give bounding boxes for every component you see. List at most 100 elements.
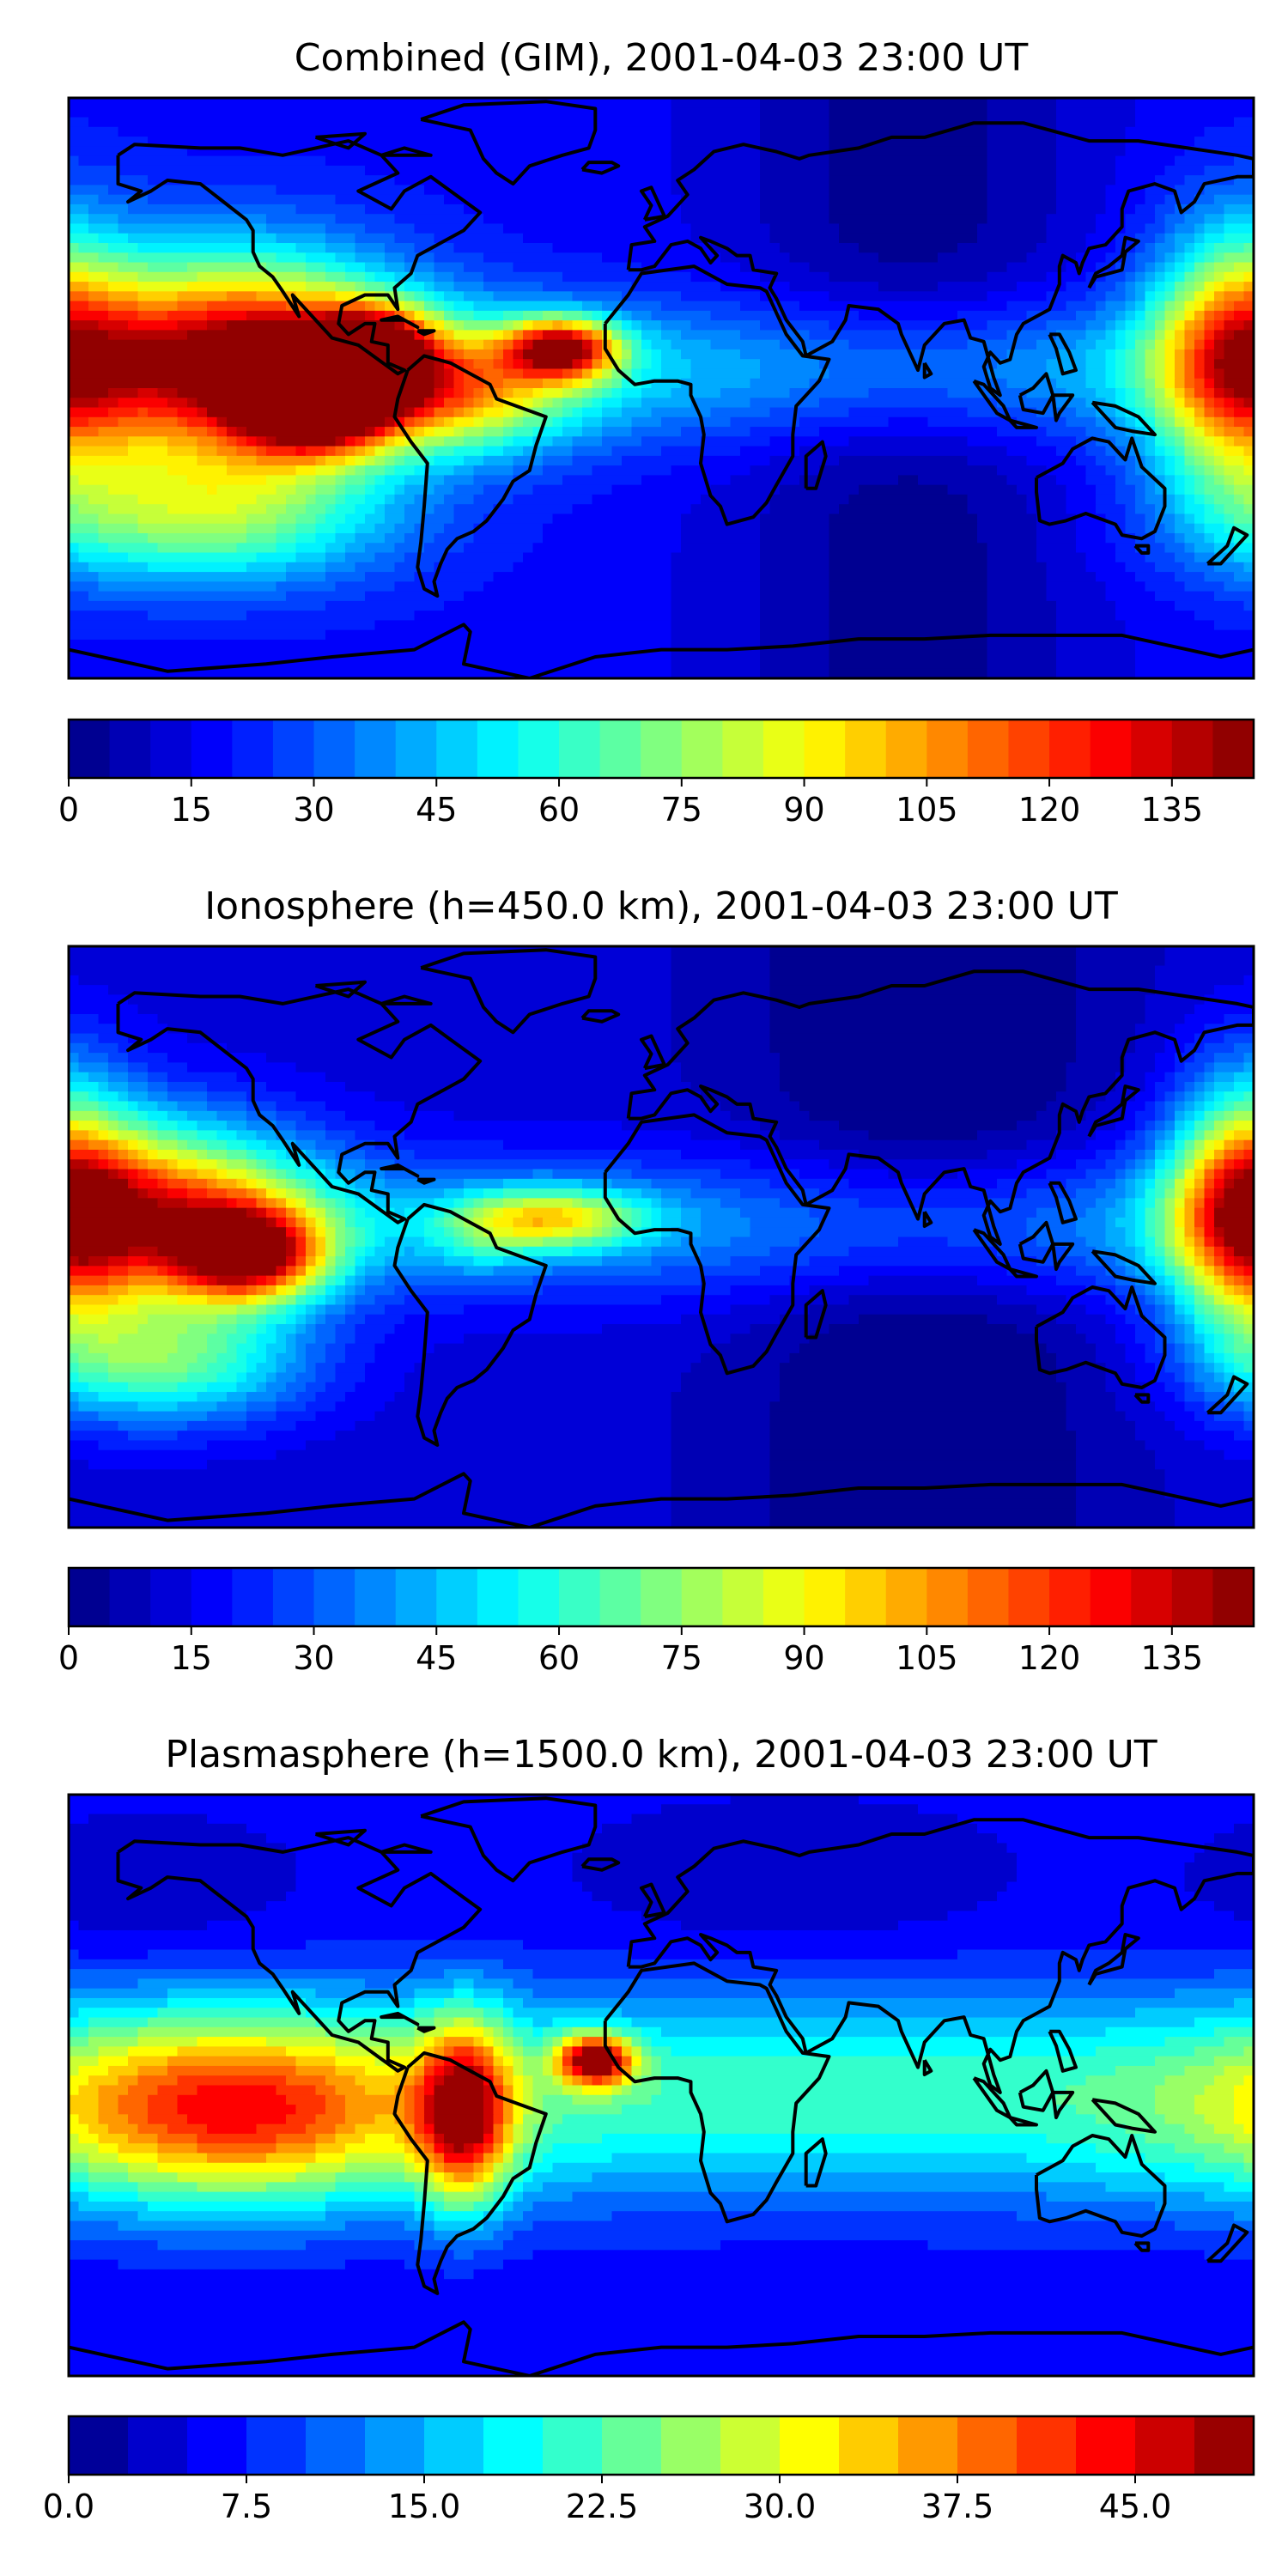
- field-cell: [177, 416, 188, 428]
- field-cell: [1184, 1363, 1195, 1374]
- field-cell: [523, 320, 534, 331]
- colorbar-segment: [518, 720, 560, 778]
- field-cell: [1243, 2162, 1254, 2173]
- field-cell: [1214, 1343, 1225, 1354]
- field-cell: [1115, 1217, 1136, 1228]
- field-cell: [1155, 204, 1176, 215]
- field-cell: [1204, 1062, 1215, 1073]
- coastline: [116, 987, 483, 1224]
- field-cell: [157, 2008, 307, 2019]
- field-cell: [760, 214, 830, 225]
- field-cell: [69, 1479, 672, 1490]
- field-cell: [453, 330, 495, 341]
- field-cell: [1135, 1169, 1146, 1180]
- field-cell: [1164, 223, 1176, 234]
- colorbar-segment: [69, 720, 111, 778]
- field-cell: [453, 1207, 465, 1218]
- field-cell: [681, 1236, 732, 1248]
- field-cell: [1175, 1217, 1186, 1228]
- field-cell: [1017, 1862, 1186, 1873]
- field-cell: [1214, 1901, 1254, 1911]
- field-cell: [177, 1256, 287, 1267]
- field-cell: [503, 407, 514, 418]
- field-cell: [1145, 1343, 1156, 1354]
- field-cell: [295, 1420, 356, 1431]
- field-cell: [859, 484, 949, 495]
- field-cell: [681, 1062, 781, 1073]
- field-cell: [345, 1266, 356, 1277]
- field-cell: [1155, 427, 1166, 437]
- colorbar-tick-label: 45.0: [1099, 2488, 1172, 2525]
- field-cell: [335, 581, 396, 592]
- field-cell: [1036, 243, 1087, 253]
- field-cell: [69, 282, 89, 292]
- field-cell: [464, 320, 504, 331]
- field-cell: [473, 1256, 504, 1267]
- field-cell: [1214, 339, 1225, 350]
- field-cell: [108, 1081, 129, 1092]
- field-cell: [1085, 1139, 1116, 1151]
- field-cell: [1214, 1236, 1225, 1248]
- field-cell: [1214, 1169, 1225, 1180]
- field-cell: [325, 1130, 356, 1141]
- field-cell: [69, 378, 435, 389]
- field-cell: [473, 475, 514, 486]
- field-cell: [839, 223, 978, 234]
- field-cell: [69, 2017, 89, 2028]
- field-cell: [1175, 1188, 1186, 1199]
- field-cell: [444, 2026, 484, 2038]
- field-cell: [118, 1159, 129, 1170]
- field-cell: [1076, 994, 1146, 1005]
- field-cell: [394, 320, 405, 331]
- field-cell: [1234, 1392, 1254, 1402]
- field-cell: [69, 291, 89, 302]
- field-cell: [780, 1053, 1077, 1063]
- field-cell: [483, 581, 672, 592]
- field-cell: [128, 1053, 168, 1063]
- field-cell: [1155, 252, 1166, 264]
- field-cell: [1234, 1372, 1254, 1383]
- field-cell: [760, 620, 830, 631]
- field-cell: [651, 2094, 1057, 2105]
- field-cell: [1204, 233, 1225, 244]
- field-cell: [216, 1130, 238, 1141]
- field-cell: [503, 2240, 721, 2251]
- field-cell: [1194, 1382, 1206, 1393]
- field-cell: [1066, 484, 1097, 495]
- field-cell: [622, 359, 633, 370]
- field-cell: [1125, 1169, 1136, 1180]
- field-cell: [69, 1169, 109, 1180]
- field-cell: [987, 600, 1057, 611]
- field-cell: [355, 1285, 366, 1296]
- field-cell: [1184, 1217, 1195, 1228]
- field-cell: [88, 2182, 139, 2193]
- field-cell: [1194, 339, 1206, 350]
- field-cell: [829, 600, 988, 611]
- field-cell: [769, 1024, 1077, 1035]
- field-cell: [1145, 1217, 1156, 1228]
- field-cell: [1175, 446, 1186, 457]
- field-cell: [1184, 1013, 1225, 1024]
- field-cell: [69, 359, 435, 370]
- field-cell: [1115, 320, 1127, 331]
- field-cell: [1224, 436, 1235, 447]
- field-cell: [1204, 1110, 1215, 1121]
- field-cell: [335, 1227, 346, 1238]
- field-cell: [345, 484, 366, 495]
- field-cell: [622, 2105, 1077, 2115]
- field-cell: [108, 1352, 168, 1364]
- field-cell: [404, 1372, 682, 1383]
- field-cell: [1224, 282, 1245, 292]
- field-cell: [947, 1911, 1235, 1922]
- coastline: [1035, 2134, 1167, 2238]
- field-cell: [246, 1392, 277, 1402]
- field-cell: [572, 1236, 593, 1248]
- field-cell: [1194, 1149, 1206, 1160]
- field-cell: [345, 1295, 356, 1306]
- field-cell: [1125, 416, 1136, 428]
- field-cell: [1243, 975, 1254, 986]
- field-cell: [394, 427, 405, 437]
- field-cell: [1164, 1488, 1254, 1499]
- field-cell: [69, 2026, 89, 2038]
- field-cell: [108, 2123, 139, 2135]
